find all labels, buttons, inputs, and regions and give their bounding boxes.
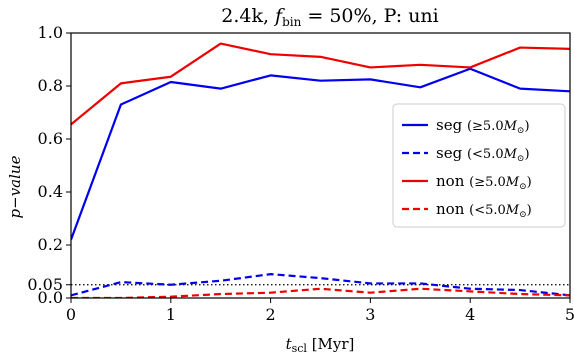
y-tick-label: 1.0	[38, 23, 63, 42]
chart-title-sub: bin	[282, 15, 302, 29]
x-tick-label: 2	[266, 305, 276, 324]
x-axis-label-t: t	[286, 335, 293, 353]
legend-label-0: seg (≥5.0M⊙)	[436, 116, 530, 136]
x-axis-label: tscl [Myr]	[286, 335, 355, 355]
y-tick-label: 0.8	[38, 76, 63, 95]
y-axis-ticks: 0.00.05 0.2 0.4 0.6 0.8 1.0	[27, 23, 71, 307]
y-tick-label: 0.0	[38, 288, 63, 307]
y-tick-label: 0.05	[27, 275, 63, 294]
x-tick-label: 3	[365, 305, 375, 324]
series-line-0	[71, 67, 570, 241]
legend-label-2: non (≥5.0M⊙)	[436, 172, 532, 192]
series-line-1	[71, 273, 570, 297]
y-axis-label: p−value	[6, 155, 24, 218]
y-tick-label: 0.4	[38, 182, 63, 201]
series-group	[71, 42, 570, 298]
x-axis-label-sub: scl	[292, 342, 308, 355]
y-tick-label: 0.6	[38, 129, 63, 148]
legend-label-3: non (<5.0M⊙)	[436, 200, 532, 220]
legend-label-1: seg (<5.0M⊙)	[436, 144, 530, 164]
x-tick-label: 5	[565, 305, 574, 324]
series-line-3	[71, 287, 570, 298]
x-axis-label-unit: [Myr]	[307, 335, 354, 353]
legend-box	[392, 103, 566, 228]
x-tick-label: 4	[465, 305, 475, 324]
plot-frame	[70, 32, 571, 299]
chart-title: 2.4k, fbin = 50%, P: uni	[221, 5, 439, 29]
series-line-2	[71, 42, 570, 126]
chart-title-f: f	[273, 5, 285, 27]
chart-title-prefix: 2.4k,	[221, 5, 275, 27]
y-tick-label: 0.2	[38, 235, 63, 254]
x-tick-label: 0	[66, 305, 76, 324]
x-tick-label: 1	[166, 305, 176, 324]
x-axis-ticks: 0 1 2 3 4 5	[66, 298, 574, 324]
legend: seg (≥5.0M⊙) seg (<5.0M⊙) non (≥5.0M⊙) non …	[392, 103, 566, 228]
chart-title-rest: = 50%, P: uni	[301, 5, 438, 27]
